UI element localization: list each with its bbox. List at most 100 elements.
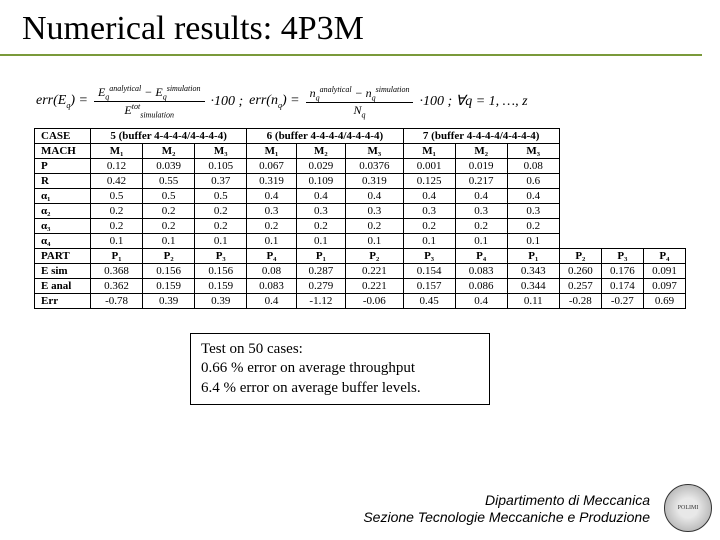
cell: 0.1: [247, 233, 296, 248]
case-6: 6 (buffer 4-4-4-4/4-4-4-4): [247, 128, 403, 143]
formula-err1: err(Eq) =: [36, 93, 88, 110]
case-5: 5 (buffer 4-4-4-4/4-4-4-4): [91, 128, 247, 143]
cell: 0.039: [143, 158, 195, 173]
cell: 0.2: [91, 203, 143, 218]
footer-line-2: Sezione Tecnologie Meccaniche e Produzio…: [363, 509, 650, 526]
cell: 0.4: [455, 188, 507, 203]
table-body-params: P0.120.0390.1050.0670.0290.03760.0010.01…: [35, 158, 686, 248]
cell: 0.125: [403, 173, 455, 188]
cell: 0.1: [455, 233, 507, 248]
cell: 0.019: [455, 158, 507, 173]
note-line-2: 0.66 % error on average throughput: [201, 359, 479, 379]
cell: 0.12: [91, 158, 143, 173]
part-col: P₃: [403, 248, 455, 263]
mach-col: M₁: [403, 143, 455, 158]
cell: 0.5: [143, 188, 195, 203]
footer-line-1: Dipartimento di Meccanica: [363, 492, 650, 509]
cell: 0.344: [507, 278, 559, 293]
formula-err2: err(nq) =: [249, 93, 299, 110]
cell: 0.4: [403, 188, 455, 203]
cell: 0.2: [91, 218, 143, 233]
cell: 0.319: [346, 173, 403, 188]
cell: 0.3: [247, 203, 296, 218]
table-row: E anal0.3620.1590.1590.0830.2790.2210.15…: [35, 278, 686, 293]
cell: 0.55: [143, 173, 195, 188]
cell: 0.156: [195, 263, 247, 278]
cell: 0.1: [296, 233, 345, 248]
row-header: α₄: [35, 233, 91, 248]
row-header: α₁: [35, 188, 91, 203]
cell: 0.2: [247, 218, 296, 233]
cell: 0.257: [559, 278, 601, 293]
cell: 0.5: [195, 188, 247, 203]
cell: 0.221: [346, 278, 403, 293]
cell: 0.029: [296, 158, 345, 173]
cell: 0.154: [403, 263, 455, 278]
cell: 0.343: [507, 263, 559, 278]
cell: 0.42: [91, 173, 143, 188]
cell: -0.06: [346, 293, 403, 308]
cell: 0.174: [601, 278, 643, 293]
note-line-1: Test on 50 cases:: [201, 340, 479, 360]
frac-2: nqanalytical − nqsimulation Nq: [306, 85, 414, 120]
cell: 0.1: [346, 233, 403, 248]
table-row: P0.120.0390.1050.0670.0290.03760.0010.01…: [35, 158, 686, 173]
row-header: α₂: [35, 203, 91, 218]
mach-label: MACH: [35, 143, 91, 158]
cell: 0.3: [346, 203, 403, 218]
mach-col: M₃: [195, 143, 247, 158]
row-header: α₃: [35, 218, 91, 233]
cell: 0.08: [247, 263, 296, 278]
cell: 0.260: [559, 263, 601, 278]
mach-col: M₂: [143, 143, 195, 158]
cell: 0.69: [643, 293, 685, 308]
row-header: R: [35, 173, 91, 188]
table-row: Err-0.780.390.390.4-1.12-0.060.450.40.11…: [35, 293, 686, 308]
cell: 0.1: [507, 233, 559, 248]
mach-col: M₃: [346, 143, 403, 158]
table-row: α₂0.20.20.20.30.30.30.30.30.3: [35, 203, 686, 218]
part-col: P₂: [143, 248, 195, 263]
cell: 0.1: [195, 233, 247, 248]
cell: 0.6: [507, 173, 559, 188]
table-body-results: E sim0.3680.1560.1560.080.2870.2210.1540…: [35, 263, 686, 308]
part-col: P₃: [601, 248, 643, 263]
cell: 0.368: [91, 263, 143, 278]
polimi-logo-icon: POLIMI: [664, 484, 712, 532]
footer: Dipartimento di Meccanica Sezione Tecnol…: [363, 492, 650, 526]
cell: 0.287: [296, 263, 345, 278]
cell: 0.2: [346, 218, 403, 233]
cell: 0.2: [195, 203, 247, 218]
cell: -1.12: [296, 293, 345, 308]
part-col: P₄: [643, 248, 685, 263]
case-row: CASE 5 (buffer 4-4-4-4/4-4-4-4) 6 (buffe…: [35, 128, 686, 143]
part-col: P₁: [507, 248, 559, 263]
cell: 0.176: [601, 263, 643, 278]
cell: 0.083: [247, 278, 296, 293]
formula-mid1: ·100 ;: [211, 94, 244, 110]
part-col: P₄: [455, 248, 507, 263]
cell: -0.27: [601, 293, 643, 308]
part-col: P₂: [346, 248, 403, 263]
table-row: R0.420.550.370.3190.1090.3190.1250.2170.…: [35, 173, 686, 188]
cell: 0.4: [507, 188, 559, 203]
results-table: CASE 5 (buffer 4-4-4-4/4-4-4-4) 6 (buffe…: [34, 128, 686, 309]
cell: 0.37: [195, 173, 247, 188]
summary-note: Test on 50 cases: 0.66 % error on averag…: [190, 333, 490, 406]
cell: 0.3: [296, 203, 345, 218]
cell: 0.279: [296, 278, 345, 293]
cell: 0.3: [403, 203, 455, 218]
cell: 0.156: [143, 263, 195, 278]
cell: 0.08: [507, 158, 559, 173]
title-bar: Numerical results: 4P3M: [0, 0, 702, 56]
part-col: P₁: [296, 248, 345, 263]
cell: 0.39: [195, 293, 247, 308]
cell: 0.1: [403, 233, 455, 248]
cell: 0.4: [455, 293, 507, 308]
cell: 0.0376: [346, 158, 403, 173]
formula: err(Eq) = Eqanalytical − Eqsimulation Et…: [36, 84, 720, 120]
cell: 0.159: [143, 278, 195, 293]
part-label: PART: [35, 248, 91, 263]
page-title: Numerical results: 4P3M: [22, 10, 702, 48]
cell: 0.39: [143, 293, 195, 308]
